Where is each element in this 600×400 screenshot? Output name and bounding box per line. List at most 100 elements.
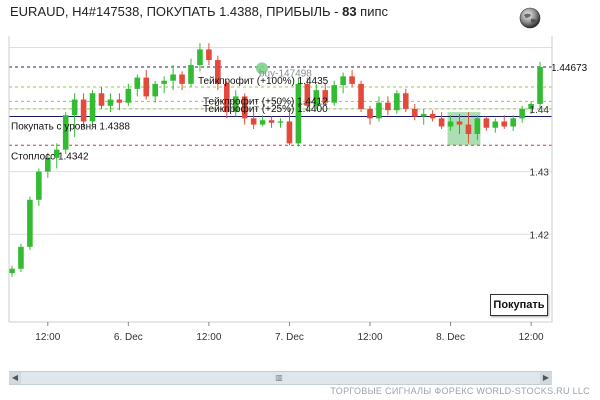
candle-body <box>295 83 302 144</box>
level-label-takeprofit-25: Тейкпрофит (+25%) 1.4400 <box>203 103 328 115</box>
candle <box>420 108 427 125</box>
candle <box>313 83 320 109</box>
level-label-takeprofit-50: Тейкпрофит (+50%) 1.4412 <box>203 95 328 107</box>
candle <box>340 72 346 94</box>
chart-title: EURAUD, H4#147538, ПОКУПАТЬ 1.4388, ПРИБ… <box>10 4 388 19</box>
buy-button[interactable]: Покупать <box>490 294 548 316</box>
candle-body <box>116 99 123 103</box>
candle <box>232 90 239 117</box>
candle <box>188 58 194 87</box>
grip-icon[interactable]: ▥ <box>275 373 283 382</box>
candle <box>519 105 525 123</box>
horizontal-scrollbar[interactable]: ◀ ▥ ▶ <box>9 371 552 385</box>
candle-body <box>483 118 490 128</box>
level-label-entry-level: Покупать с уровня 1.4388 <box>11 121 130 132</box>
candle <box>358 80 364 113</box>
candle-body <box>420 113 427 117</box>
candle <box>429 110 436 122</box>
candle <box>241 93 248 125</box>
arrow-left-icon[interactable]: ◀ <box>9 372 21 384</box>
x-tick-label: 12:00 <box>196 332 221 343</box>
candle-body <box>403 93 409 109</box>
candle <box>277 118 284 128</box>
signal-marker-label: buy-147498 <box>259 68 312 79</box>
candle <box>385 96 391 116</box>
globe-icon[interactable] <box>519 7 541 29</box>
candle <box>456 113 463 134</box>
candle <box>322 83 329 106</box>
candle <box>403 88 409 113</box>
candle <box>438 112 445 129</box>
candle-body <box>510 118 516 127</box>
candle-body <box>456 121 463 125</box>
candle-body <box>519 108 525 119</box>
x-tick-label: 12:00 <box>357 332 382 343</box>
candle-body <box>358 83 364 109</box>
footer-text: ТОРГОВЫЕ СИГНАЛЫ ФОРЕКС WORLD-STOCKS.RU … <box>330 386 590 396</box>
candle <box>394 90 400 114</box>
candle-body <box>71 99 78 116</box>
y-tick-label: 1.43 <box>530 168 550 179</box>
candle-body <box>152 83 158 97</box>
y-tick-label: 1.42 <box>530 230 550 241</box>
levels-layer <box>9 66 552 146</box>
level-label-stoploss: Стоплосс 1.4342 <box>11 151 89 162</box>
candle <box>465 112 472 144</box>
candle-body <box>134 77 141 89</box>
candle-body <box>36 171 42 200</box>
candle <box>286 108 293 146</box>
signal-marker-dot <box>256 62 268 75</box>
candle-body <box>322 90 329 103</box>
candle-body <box>331 85 337 103</box>
candle <box>53 143 60 169</box>
candle-body <box>394 93 400 111</box>
candle <box>447 115 454 131</box>
candle <box>143 70 150 100</box>
candle <box>36 168 42 207</box>
candle <box>134 74 141 97</box>
candle-body <box>385 102 391 111</box>
arrow-right-icon[interactable]: ▶ <box>540 372 552 384</box>
candle <box>331 80 337 106</box>
candle <box>259 115 266 127</box>
candle <box>197 43 203 72</box>
candle-body <box>197 49 203 66</box>
candle <box>349 70 355 87</box>
current-price-label: 1.44673 <box>551 63 588 74</box>
candle-body <box>224 83 230 113</box>
candle-body <box>161 80 167 84</box>
candle <box>268 116 275 128</box>
candle <box>98 87 105 109</box>
candle <box>367 105 373 125</box>
title-prefix: EURAUD, H4#147538, ПОКУПАТЬ 1.4388, ПРИБ… <box>10 4 343 19</box>
candle <box>250 112 257 129</box>
candle <box>537 61 543 109</box>
candle-body <box>277 121 284 123</box>
candle <box>483 116 490 131</box>
candle-body <box>98 93 105 106</box>
candle-body <box>376 102 382 119</box>
candle <box>179 71 185 91</box>
candle <box>18 243 24 272</box>
candle-body <box>438 118 445 127</box>
candle <box>80 93 87 127</box>
candle <box>528 101 534 114</box>
candle-body <box>170 74 176 81</box>
labels-layer: Тейкпрофит (+100%) 1.4435 Тейкпрофит (+50… <box>11 62 588 162</box>
candle <box>125 83 132 106</box>
candle-body <box>18 246 24 269</box>
x-tick-label: 7. Dec <box>275 332 304 343</box>
candle-body <box>429 113 436 119</box>
candle-body <box>188 65 194 84</box>
candle-body <box>241 96 248 119</box>
candle-body <box>259 120 266 125</box>
candle <box>161 76 167 94</box>
candle-body <box>465 124 472 134</box>
x-tick-label: 6. Dec <box>114 332 143 343</box>
candle <box>71 93 78 138</box>
level-label-takeprofit-100: Тейкпрофит (+100%) 1.4435 <box>198 75 329 87</box>
candle-body <box>304 83 311 106</box>
candle-body <box>286 121 293 144</box>
candle <box>206 43 212 66</box>
